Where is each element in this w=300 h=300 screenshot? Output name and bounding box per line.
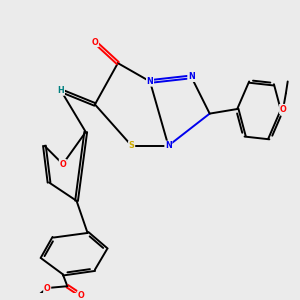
Text: O: O: [92, 38, 98, 46]
Text: O: O: [44, 284, 51, 292]
Text: H: H: [58, 86, 64, 95]
Text: S: S: [129, 141, 135, 150]
Text: N: N: [147, 77, 153, 86]
Text: O: O: [59, 160, 66, 169]
Text: N: N: [165, 141, 172, 150]
Text: N: N: [188, 72, 195, 81]
Text: O: O: [280, 104, 286, 113]
Text: O: O: [78, 291, 85, 300]
